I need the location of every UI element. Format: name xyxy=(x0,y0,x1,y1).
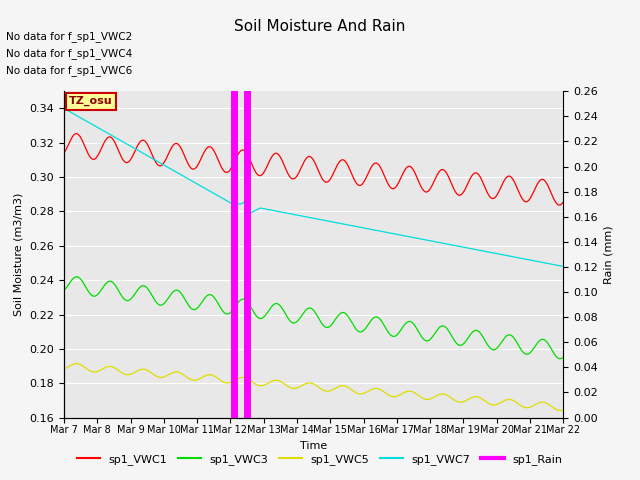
Y-axis label: Rain (mm): Rain (mm) xyxy=(604,225,613,284)
Text: No data for f_sp1_VWC2: No data for f_sp1_VWC2 xyxy=(6,31,132,42)
Text: Soil Moisture And Rain: Soil Moisture And Rain xyxy=(234,19,406,34)
Y-axis label: Soil Moisture (m3/m3): Soil Moisture (m3/m3) xyxy=(14,192,24,316)
Legend: sp1_VWC1, sp1_VWC3, sp1_VWC5, sp1_VWC7, sp1_Rain: sp1_VWC1, sp1_VWC3, sp1_VWC5, sp1_VWC7, … xyxy=(73,450,567,469)
Text: No data for f_sp1_VWC6: No data for f_sp1_VWC6 xyxy=(6,65,132,76)
X-axis label: Time: Time xyxy=(300,441,327,451)
Text: No data for f_sp1_VWC4: No data for f_sp1_VWC4 xyxy=(6,48,132,59)
Text: TZ_osu: TZ_osu xyxy=(69,96,113,107)
